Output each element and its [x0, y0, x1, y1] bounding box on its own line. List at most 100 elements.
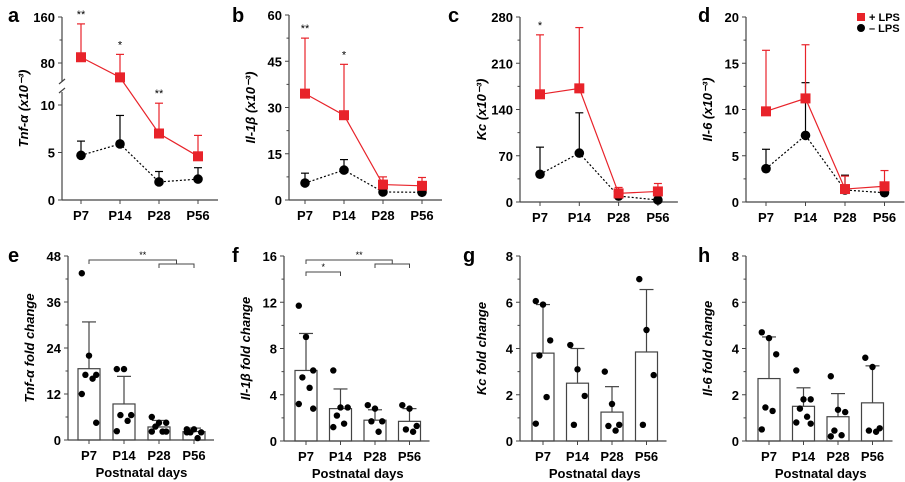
- y-tick-label: 280: [491, 10, 513, 25]
- x-tick-label: P7: [298, 449, 314, 464]
- data-point: [368, 418, 375, 425]
- bar: [77, 368, 101, 441]
- data-point-plus-lps: [879, 181, 890, 192]
- panel-letter: c: [448, 5, 459, 27]
- x-axis-label: Postnatal days: [549, 466, 641, 481]
- significance-label: *: [118, 39, 123, 51]
- data-point: [762, 404, 769, 411]
- panel-letter: e: [8, 245, 19, 267]
- data-point: [547, 337, 554, 344]
- y-tick-label: 15: [268, 147, 282, 162]
- data-point: [364, 401, 371, 409]
- x-tick-label: P56: [635, 449, 658, 464]
- bar: [791, 405, 816, 442]
- data-point: [295, 400, 302, 408]
- x-tick-label: P56: [410, 208, 433, 223]
- x-tick-label: P7: [81, 448, 97, 463]
- data-point: [869, 363, 876, 371]
- x-axis-label: Postnatal days: [96, 465, 188, 480]
- data-point: [85, 352, 93, 359]
- data-point: [842, 408, 849, 416]
- data-point: [862, 354, 869, 361]
- y-tick-label: 0: [506, 195, 513, 210]
- bar: [757, 377, 781, 442]
- legend-marker-square: [857, 13, 865, 21]
- data-point: [581, 392, 588, 400]
- x-axis-label: Postnatal days: [775, 466, 867, 481]
- data-point-plus-lps: [115, 72, 125, 83]
- x-tick-label: P7: [297, 208, 313, 223]
- significance-bracket: [158, 263, 195, 268]
- data-point: [838, 432, 845, 439]
- bar: [294, 369, 318, 442]
- data-point: [570, 421, 578, 429]
- significance-label: **: [139, 250, 147, 260]
- data-point: [758, 426, 765, 433]
- x-tick-label: P28: [607, 210, 630, 225]
- data-point: [532, 420, 539, 427]
- bar: [531, 352, 555, 442]
- data-point-minus-lps: [761, 163, 771, 174]
- y-tick-label: 8: [732, 249, 739, 264]
- y-tick-label: 10: [725, 103, 739, 118]
- data-point: [402, 426, 410, 433]
- x-tick-label: P56: [873, 210, 896, 225]
- y-tick-label: 0: [506, 434, 513, 449]
- data-point-minus-lps: [800, 130, 811, 141]
- y-tick-label: 6: [732, 295, 739, 310]
- x-tick-label: P7: [761, 449, 777, 464]
- data-point: [643, 326, 650, 334]
- panel-letter: b: [232, 5, 244, 27]
- panel-h: h 0 2 4 6 8 P7 P14 P28 P56 Il-6 fold change Postnat…: [698, 245, 893, 481]
- data-point: [128, 411, 135, 419]
- data-point: [532, 297, 539, 305]
- data-point-plus-lps: [193, 151, 203, 162]
- data-point-plus-lps: [652, 186, 663, 197]
- data-point-plus-lps: [761, 106, 771, 117]
- data-point: [124, 417, 131, 425]
- series-line-plus-lps: [80, 56, 199, 157]
- panel-g: g 0 2 4 6 8 P7 P14 P28 P56 Kc fold change Postnatal…: [463, 245, 667, 481]
- x-tick-label: P7: [758, 210, 774, 225]
- y-axis-label: Kc fold change: [474, 302, 489, 395]
- significance-label: **: [155, 88, 164, 100]
- y-tick-label: 2: [506, 388, 513, 403]
- data-point: [827, 373, 834, 380]
- data-point: [807, 420, 814, 427]
- data-point: [793, 367, 800, 374]
- significance-bracket: [305, 271, 341, 276]
- data-point: [413, 422, 420, 430]
- y-tick-label: 6: [506, 295, 513, 310]
- data-point-minus-lps: [193, 174, 203, 184]
- data-point: [406, 405, 413, 412]
- data-point-minus-lps: [378, 187, 388, 197]
- bar: [600, 411, 624, 442]
- data-point: [539, 301, 547, 308]
- data-point: [803, 413, 811, 420]
- y-tick-label: 8: [506, 249, 513, 264]
- y-axis-label: Il-1β fold change: [238, 297, 253, 400]
- data-point: [375, 428, 382, 435]
- data-point: [574, 366, 581, 373]
- axis-break-mark: [58, 87, 66, 94]
- series-line-minus-lps: [539, 152, 658, 201]
- y-tick-label: 4: [270, 388, 278, 403]
- y-tick-label: 210: [491, 56, 513, 71]
- data-point: [113, 427, 121, 435]
- x-tick-label: P7: [535, 449, 551, 464]
- data-point: [337, 404, 344, 411]
- data-point: [773, 351, 780, 358]
- x-tick-label: P28: [826, 449, 849, 464]
- y-tick-label: 16: [263, 249, 277, 264]
- y-tick-label: 4: [506, 342, 514, 357]
- data-point: [152, 423, 159, 430]
- data-point: [608, 400, 616, 408]
- data-point-plus-lps: [613, 188, 624, 199]
- y-axis-label: Il-6 fold change: [700, 301, 715, 396]
- data-point-minus-lps: [339, 165, 349, 175]
- data-point: [793, 419, 800, 426]
- y-tick-label: 0: [732, 434, 739, 449]
- y-tick-label: 12: [263, 295, 277, 310]
- data-point-minus-lps: [535, 169, 545, 180]
